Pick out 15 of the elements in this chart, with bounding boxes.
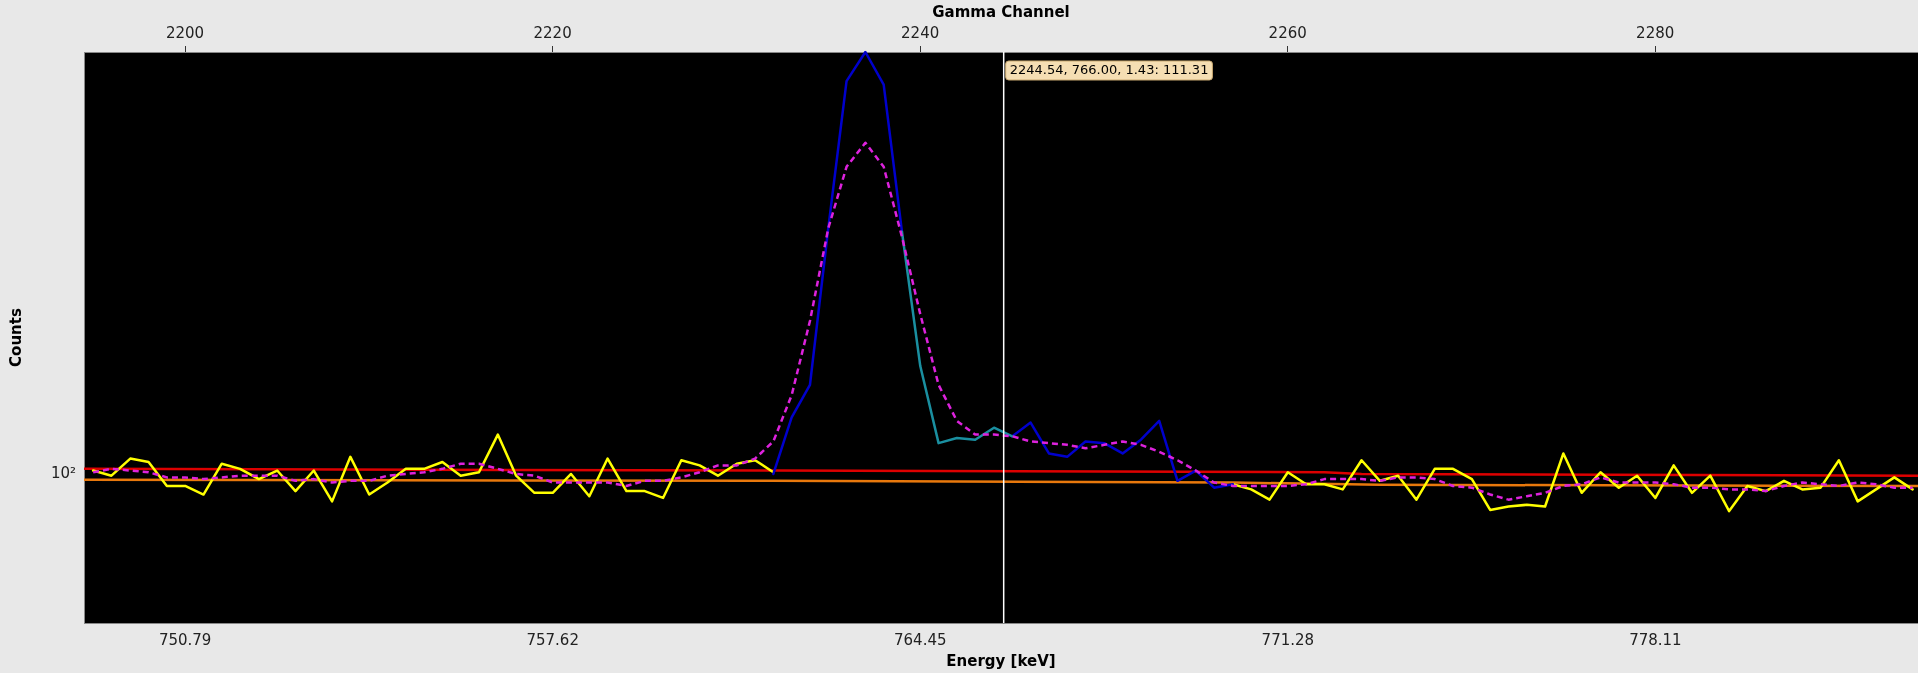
ref-line-label: 2244.54, 766.00, 1.43: 111.31 (1009, 62, 1209, 78)
x2-tick-label: 2280 (1636, 23, 1675, 42)
x-axis-title: Energy [keV] (946, 651, 1056, 670)
x2-tick-label: 2260 (1268, 23, 1307, 42)
x-tick-label: 764.45 (894, 630, 947, 649)
x2-tick-label: 2220 (533, 23, 572, 42)
x2-tick-label: 2200 (165, 23, 205, 42)
x-tick-label: 778.11 (1629, 630, 1682, 649)
y-axis-title: Counts (6, 308, 25, 367)
text: 10² (50, 464, 76, 483)
x-tick-label: 757.62 (526, 630, 579, 649)
x2-axis-title: Gamma Channel (932, 2, 1070, 21)
x2-tick-label: 2240 (901, 23, 940, 42)
x-tick-label: 771.28 (1261, 630, 1315, 649)
x-tick-label: 750.79 (158, 630, 212, 649)
